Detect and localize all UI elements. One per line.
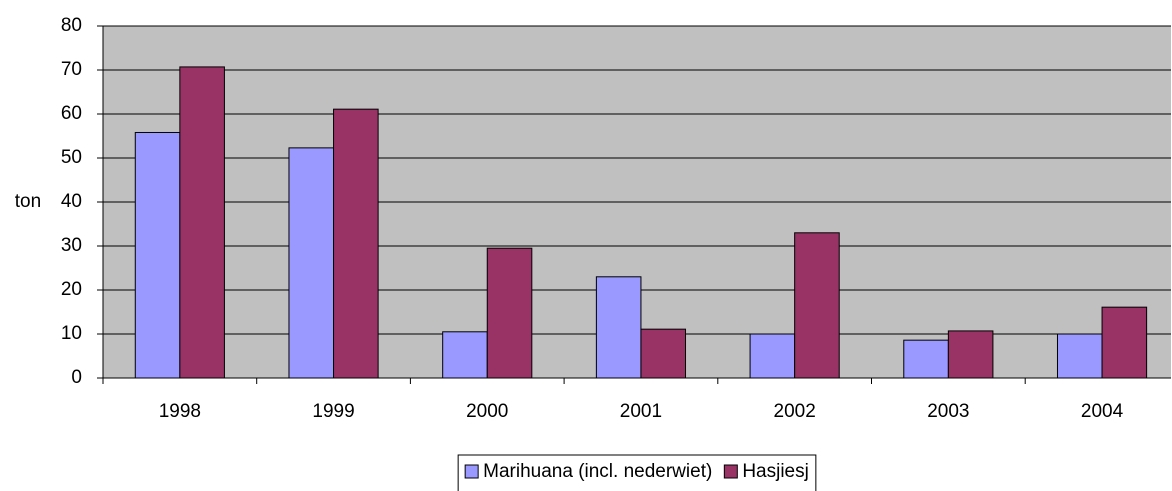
y-axis-label: ton	[15, 191, 41, 212]
y-tick-label: 70	[61, 59, 82, 80]
y-tick-label: 10	[61, 323, 82, 344]
bar	[749, 333, 796, 379]
y-tick-label: 60	[61, 103, 82, 124]
x-tick-label: 1999	[312, 401, 354, 422]
y-tick-label: 20	[61, 279, 82, 300]
x-tick-label: 1998	[159, 401, 201, 422]
bar	[903, 339, 949, 379]
x-tick-label: 2001	[620, 401, 662, 422]
bar	[288, 147, 335, 379]
bar	[442, 331, 488, 379]
bar	[595, 276, 642, 379]
y-tick-label: 0	[71, 367, 82, 388]
y-tick-label: 80	[61, 15, 82, 36]
bar	[640, 328, 687, 379]
y-tick-label: 50	[61, 147, 82, 168]
x-tick-label: 2002	[774, 401, 816, 422]
legend-swatch	[723, 464, 738, 479]
x-tick-label: 2004	[1081, 401, 1124, 422]
legend-label: Marihuana (incl. nederwiet)	[483, 461, 712, 482]
legend-label: Hasjiesj	[742, 461, 809, 482]
y-tick-label: 40	[61, 191, 82, 212]
bar	[1056, 333, 1103, 379]
bar	[1101, 306, 1148, 379]
bar	[947, 330, 994, 379]
y-tick-label: 30	[61, 235, 82, 256]
legend-swatch	[464, 464, 479, 479]
bar	[486, 247, 533, 379]
bar	[333, 108, 379, 379]
x-tick-label: 2000	[466, 401, 508, 422]
bar	[134, 131, 181, 379]
x-tick-label: 2003	[927, 401, 969, 422]
bar	[179, 66, 225, 379]
legend: Marihuana (incl. nederwiet) Hasjiesj	[457, 454, 817, 491]
bar	[794, 232, 840, 379]
legend-box	[457, 454, 817, 491]
